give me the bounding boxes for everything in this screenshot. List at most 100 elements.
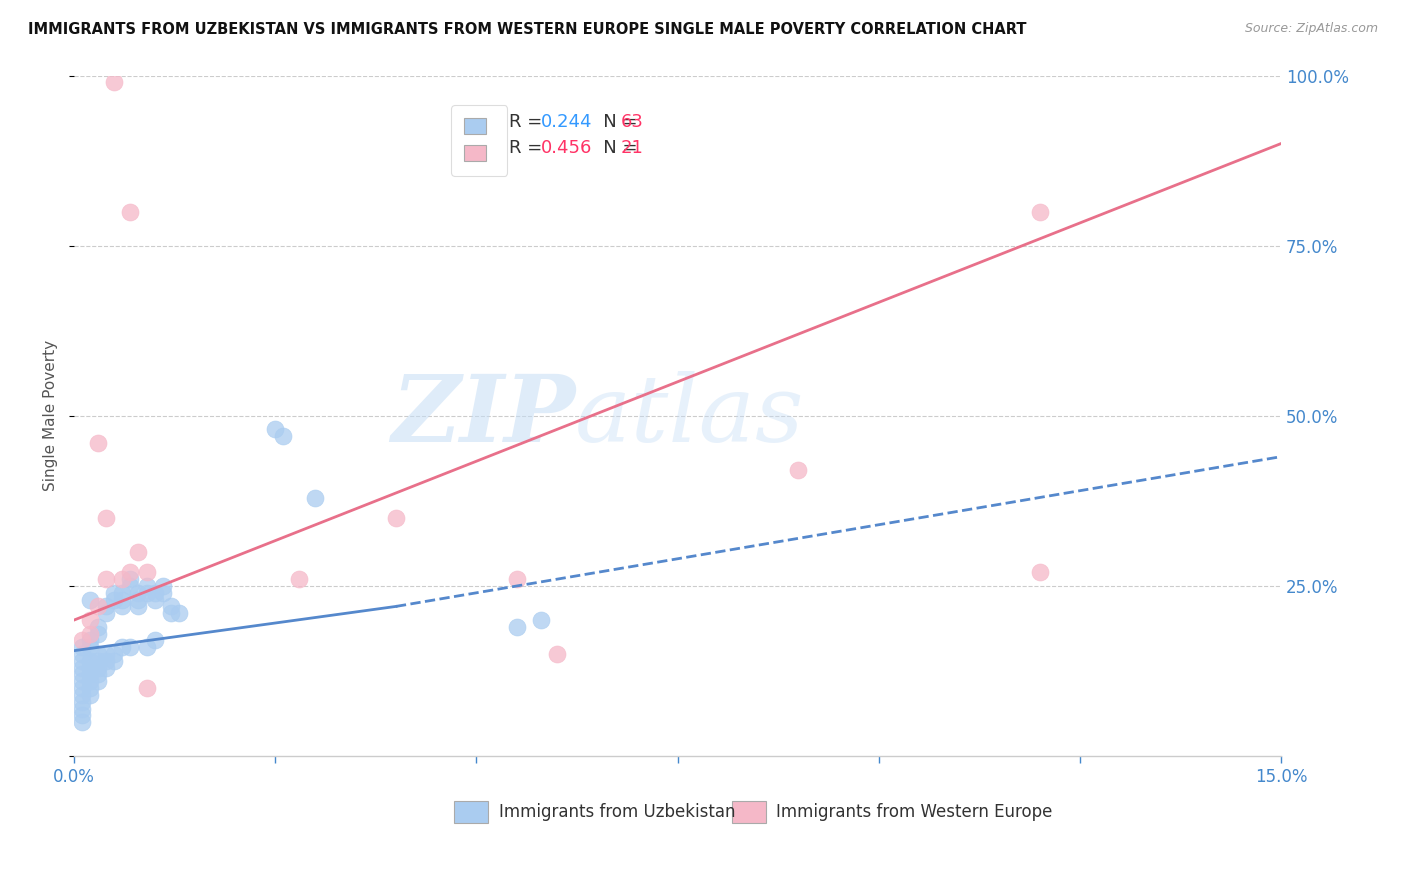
- Text: ZIP: ZIP: [391, 371, 575, 461]
- Point: [79, 640, 101, 655]
- Point: [288, 572, 311, 586]
- Point: [70, 695, 93, 709]
- Point: [103, 592, 125, 607]
- Point: [159, 606, 181, 620]
- Point: [96, 606, 118, 620]
- Point: [127, 586, 149, 600]
- Point: [79, 674, 101, 689]
- Text: R =: R =: [509, 113, 547, 131]
- Point: [87, 661, 110, 675]
- Point: [546, 647, 568, 661]
- Point: [79, 667, 101, 681]
- Point: [135, 579, 157, 593]
- Point: [120, 640, 142, 655]
- Text: 0.456: 0.456: [541, 139, 592, 157]
- Point: [143, 633, 166, 648]
- Point: [1028, 566, 1050, 580]
- Point: [87, 620, 110, 634]
- Point: [127, 545, 149, 559]
- Point: [120, 579, 142, 593]
- Point: [159, 599, 181, 614]
- Point: [167, 606, 190, 620]
- Point: [111, 640, 134, 655]
- Text: IMMIGRANTS FROM UZBEKISTAN VS IMMIGRANTS FROM WESTERN EUROPE SINGLE MALE POVERTY: IMMIGRANTS FROM UZBEKISTAN VS IMMIGRANTS…: [28, 22, 1026, 37]
- Point: [87, 436, 110, 450]
- Point: [70, 640, 93, 655]
- Point: [264, 422, 287, 436]
- Point: [96, 511, 118, 525]
- Text: atlas: atlas: [575, 371, 804, 461]
- FancyBboxPatch shape: [733, 801, 766, 823]
- Text: 21: 21: [621, 139, 644, 157]
- Point: [103, 586, 125, 600]
- Point: [120, 204, 142, 219]
- Y-axis label: Single Male Poverty: Single Male Poverty: [44, 340, 58, 491]
- Point: [79, 613, 101, 627]
- Text: N =: N =: [586, 139, 643, 157]
- Point: [70, 688, 93, 702]
- Point: [135, 681, 157, 695]
- Point: [530, 613, 553, 627]
- Point: [79, 681, 101, 695]
- Point: [79, 661, 101, 675]
- Point: [70, 674, 93, 689]
- Point: [70, 667, 93, 681]
- Point: [79, 633, 101, 648]
- Point: [304, 491, 326, 505]
- Text: 63: 63: [621, 113, 644, 131]
- Point: [385, 511, 408, 525]
- Point: [271, 429, 294, 443]
- Point: [70, 708, 93, 723]
- Point: [79, 626, 101, 640]
- Point: [87, 626, 110, 640]
- Point: [96, 661, 118, 675]
- Text: Source: ZipAtlas.com: Source: ZipAtlas.com: [1244, 22, 1378, 36]
- Point: [103, 75, 125, 89]
- Point: [111, 572, 134, 586]
- Point: [111, 592, 134, 607]
- Point: [120, 572, 142, 586]
- Point: [70, 654, 93, 668]
- Point: [70, 701, 93, 715]
- Point: [111, 599, 134, 614]
- Point: [135, 586, 157, 600]
- Point: [70, 661, 93, 675]
- Point: [505, 620, 527, 634]
- Point: [87, 654, 110, 668]
- Legend: , : ,: [451, 105, 508, 176]
- Point: [79, 654, 101, 668]
- Point: [135, 566, 157, 580]
- Point: [787, 463, 810, 477]
- Point: [143, 592, 166, 607]
- Point: [96, 654, 118, 668]
- Point: [70, 647, 93, 661]
- Point: [87, 647, 110, 661]
- Point: [111, 586, 134, 600]
- Text: Immigrants from Western Europe: Immigrants from Western Europe: [776, 803, 1053, 821]
- Point: [152, 579, 174, 593]
- Text: Immigrants from Uzbekistan: Immigrants from Uzbekistan: [499, 803, 735, 821]
- Point: [127, 599, 149, 614]
- Point: [103, 647, 125, 661]
- Point: [70, 715, 93, 730]
- Point: [120, 566, 142, 580]
- Point: [152, 586, 174, 600]
- Point: [96, 599, 118, 614]
- Point: [87, 667, 110, 681]
- Text: 0.244: 0.244: [541, 113, 593, 131]
- Point: [79, 592, 101, 607]
- Point: [87, 599, 110, 614]
- Point: [135, 640, 157, 655]
- Point: [79, 688, 101, 702]
- Point: [1028, 204, 1050, 219]
- Point: [505, 572, 527, 586]
- Point: [87, 674, 110, 689]
- Point: [127, 592, 149, 607]
- Point: [103, 654, 125, 668]
- Point: [70, 681, 93, 695]
- Point: [143, 586, 166, 600]
- Text: R =: R =: [509, 139, 547, 157]
- Point: [96, 572, 118, 586]
- Point: [96, 647, 118, 661]
- Text: N =: N =: [586, 113, 643, 131]
